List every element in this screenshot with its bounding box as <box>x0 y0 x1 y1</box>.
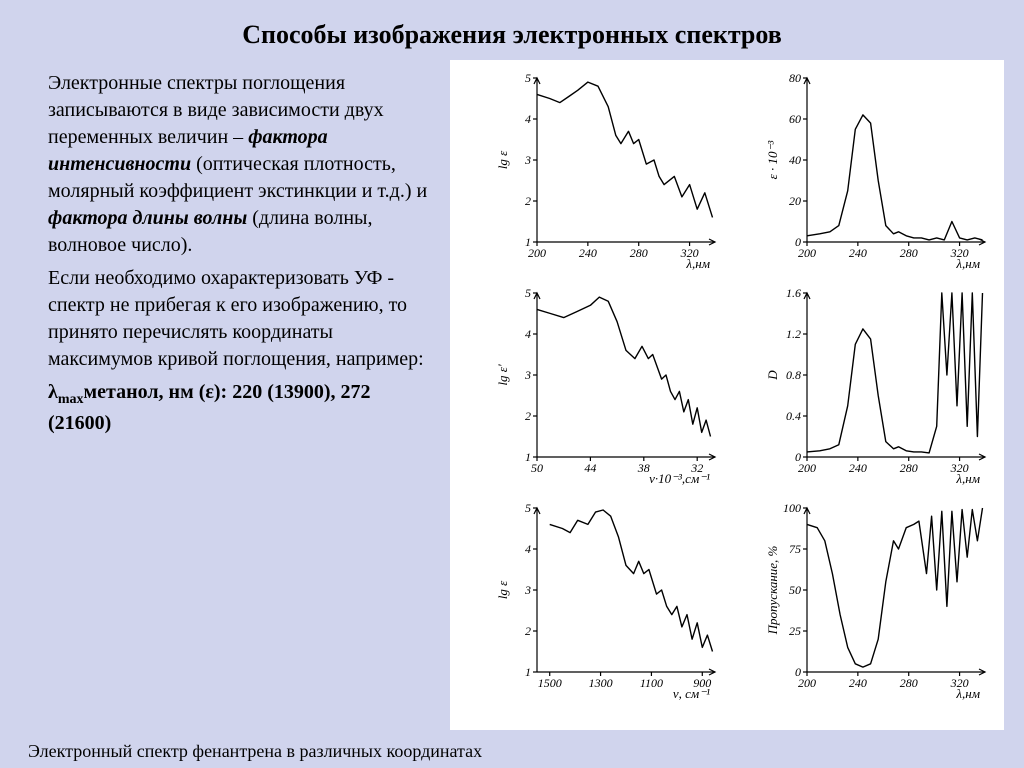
svg-text:2: 2 <box>525 624 531 638</box>
svg-text:44: 44 <box>584 461 596 475</box>
svg-text:280: 280 <box>900 246 918 260</box>
svg-text:3: 3 <box>524 368 531 382</box>
p2-text-a: Если необходимо охарактеризовать УФ - сп… <box>48 267 424 370</box>
svg-text:60: 60 <box>789 112 801 126</box>
paragraph-2: Если необходимо охарактеризовать УФ - сп… <box>48 265 436 373</box>
svg-text:1500: 1500 <box>538 676 562 690</box>
svg-text:240: 240 <box>849 246 867 260</box>
svg-text:Пропускание, %: Пропускание, % <box>765 545 780 635</box>
svg-text:50: 50 <box>789 583 801 597</box>
svg-text:5: 5 <box>525 286 531 300</box>
svg-text:280: 280 <box>630 246 648 260</box>
svg-text:240: 240 <box>849 461 867 475</box>
svg-text:4: 4 <box>525 327 531 341</box>
svg-text:0.8: 0.8 <box>786 368 801 382</box>
figure-caption: Электронный спектр фенантрена в различны… <box>28 741 482 762</box>
svg-text:1.2: 1.2 <box>786 327 801 341</box>
svg-text:40: 40 <box>789 153 801 167</box>
lambda-values: метанол, нм (ε): 220 (13900), 272 (21600… <box>48 381 371 434</box>
spectrum-panel-5: 12345150013001100900lg εν, см⁻¹ <box>495 500 725 700</box>
svg-text:0.4: 0.4 <box>786 409 801 423</box>
svg-text:2: 2 <box>525 194 531 208</box>
lambda-symbol: λ <box>48 381 58 403</box>
paragraph-3: λmaxметанол, нм (ε): 220 (13900), 272 (2… <box>48 379 436 437</box>
svg-text:100: 100 <box>783 501 801 515</box>
svg-text:4: 4 <box>525 542 531 556</box>
spectrum-panel-3: 1234550443832lg ε'ν·10⁻³,см⁻¹ <box>495 285 725 485</box>
svg-text:lg ε': lg ε' <box>495 364 510 385</box>
svg-text:λ,нм: λ,нм <box>685 256 710 270</box>
svg-text:5: 5 <box>525 71 531 85</box>
svg-text:2: 2 <box>525 409 531 423</box>
paragraph-1: Электронные спектры поглощения записываю… <box>48 70 436 259</box>
svg-text:λ,нм: λ,нм <box>955 471 980 485</box>
svg-text:50: 50 <box>531 461 543 475</box>
svg-text:20: 20 <box>789 194 801 208</box>
p1-text-a: Электронные спектры поглощения записываю… <box>48 72 384 148</box>
svg-text:5: 5 <box>525 501 531 515</box>
svg-text:1.6: 1.6 <box>786 286 801 300</box>
svg-text:D: D <box>765 370 780 381</box>
page-title: Способы изображения электронных спектров <box>0 0 1024 60</box>
svg-text:200: 200 <box>798 461 816 475</box>
svg-text:240: 240 <box>849 676 867 690</box>
text-column: Электронные спектры поглощения записываю… <box>20 60 446 730</box>
spectrum-panel-4: 00.40.81.21.6200240280320Dλ,нм <box>765 285 995 485</box>
svg-text:3: 3 <box>524 583 531 597</box>
svg-text:75: 75 <box>789 542 801 556</box>
spectra-figure: 12345200240280320lg ελ,нм020406080200240… <box>450 60 1004 730</box>
svg-text:200: 200 <box>798 246 816 260</box>
svg-text:25: 25 <box>789 624 801 638</box>
svg-text:λ,нм: λ,нм <box>955 256 980 270</box>
svg-text:3: 3 <box>524 153 531 167</box>
svg-text:ν, см⁻¹: ν, см⁻¹ <box>673 686 710 700</box>
svg-text:200: 200 <box>798 676 816 690</box>
svg-text:1300: 1300 <box>588 676 612 690</box>
svg-text:lg ε: lg ε <box>495 150 510 169</box>
svg-text:4: 4 <box>525 112 531 126</box>
p1-factor-wavelength: фактора длины волны <box>48 207 247 229</box>
svg-text:1: 1 <box>525 665 531 679</box>
svg-text:ν·10⁻³,см⁻¹: ν·10⁻³,см⁻¹ <box>649 471 710 485</box>
svg-text:80: 80 <box>789 71 801 85</box>
svg-text:200: 200 <box>528 246 546 260</box>
svg-text:ε · 10⁻³: ε · 10⁻³ <box>765 140 780 180</box>
spectrum-panel-2: 020406080200240280320ε · 10⁻³λ,нм <box>765 70 995 270</box>
svg-text:lg ε: lg ε <box>495 580 510 599</box>
content-row: Электронные спектры поглощения записываю… <box>0 60 1024 730</box>
svg-text:280: 280 <box>900 461 918 475</box>
lambda-sub: max <box>58 392 84 407</box>
svg-text:280: 280 <box>900 676 918 690</box>
svg-text:240: 240 <box>579 246 597 260</box>
svg-text:38: 38 <box>637 461 650 475</box>
spectrum-panel-6: 0255075100200240280320Пропускание, %λ,нм <box>765 500 995 700</box>
svg-text:λ,нм: λ,нм <box>955 686 980 700</box>
spectrum-panel-1: 12345200240280320lg ελ,нм <box>495 70 725 270</box>
svg-text:1100: 1100 <box>640 676 663 690</box>
